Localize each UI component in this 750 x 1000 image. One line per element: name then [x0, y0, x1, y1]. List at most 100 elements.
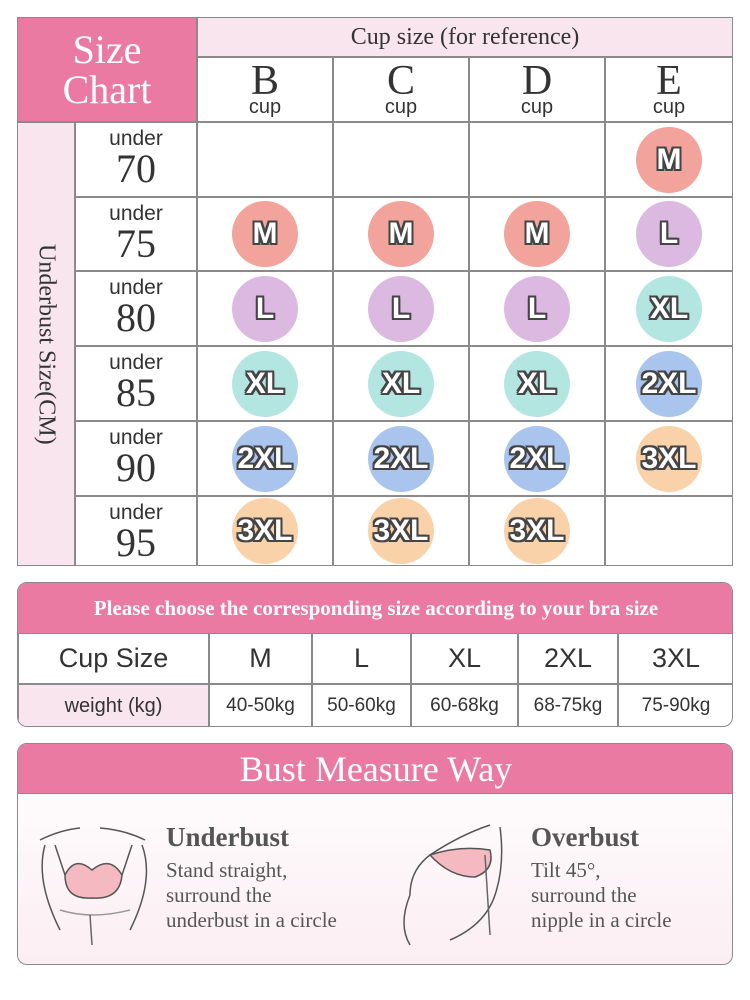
row-under: under — [109, 202, 163, 225]
size-cell — [469, 122, 605, 197]
row-under: under — [109, 426, 163, 449]
size-name: 2XL — [518, 633, 618, 684]
size-badge: XL — [636, 275, 702, 342]
size-cell — [197, 122, 333, 197]
size-cell: XL — [469, 346, 605, 421]
row-under: under — [109, 127, 163, 150]
row-value: 70 — [116, 146, 156, 191]
method-line: underbust in a circle — [166, 908, 337, 932]
size-badge: L — [504, 275, 570, 342]
size-cell: 3XL — [197, 496, 333, 566]
size-cell: 2XL — [605, 346, 733, 421]
size-name: 3XL — [618, 633, 732, 684]
method-line: Stand straight, — [166, 858, 288, 882]
size-badge: XL — [504, 350, 570, 417]
title-cell: Size Chart — [17, 17, 197, 122]
size-cell: L — [197, 271, 333, 346]
row-value: 90 — [116, 445, 156, 490]
size-cell — [605, 496, 733, 566]
row-under: under — [109, 276, 163, 299]
cup-letter: D — [521, 58, 553, 104]
underbust-text: Underbust Size(CM) — [33, 243, 60, 445]
measure-box: Bust Measure Way Underbust Stand straight,… — [17, 743, 733, 965]
size-badge: L — [368, 275, 434, 342]
row-label-cell: under 85 — [75, 346, 197, 421]
row-label-cell: under 90 — [75, 421, 197, 496]
size-cell: L — [333, 271, 469, 346]
size-badge: M — [636, 126, 702, 193]
cup-label: cup — [384, 96, 418, 118]
weight-header: weight (kg) — [18, 684, 209, 726]
size-badge: 3XL — [636, 425, 702, 492]
row-label-cell: under 80 — [75, 271, 197, 346]
size-cell: M — [333, 197, 469, 271]
size-badge: 3XL — [232, 498, 298, 564]
cup-label: cup — [520, 96, 554, 118]
size-badge: 3XL — [368, 498, 434, 564]
size-name: L — [312, 633, 411, 684]
row-label-cell: under 75 — [75, 197, 197, 271]
size-cell: XL — [333, 346, 469, 421]
weight-value: 75-90kg — [618, 684, 732, 726]
method-line: surround the — [531, 883, 637, 907]
size-badge: M — [368, 201, 434, 267]
size-cell: L — [469, 271, 605, 346]
cup-letter: E — [656, 58, 682, 104]
size-badge: L — [232, 275, 298, 342]
underbust-label: Underbust Size(CM) — [17, 122, 75, 566]
overbust-illustration — [403, 824, 503, 946]
size-badge: XL — [368, 350, 434, 417]
size-table: Please choose the corresponding size acc… — [17, 582, 733, 727]
size-cell: L — [605, 197, 733, 271]
size-cell: 2XL — [333, 421, 469, 496]
cup-letter: B — [250, 58, 279, 104]
size-cell: 3XL — [333, 496, 469, 566]
method-line: Tilt 45°, — [531, 858, 601, 882]
size-badge: 2XL — [636, 350, 702, 417]
size-cell: 2XL — [197, 421, 333, 496]
size-badge: 2XL — [232, 425, 298, 492]
underbust-illustration — [39, 827, 148, 946]
title-line: Chart — [62, 66, 152, 112]
size-table-title: Please choose the corresponding size acc… — [18, 583, 732, 633]
size-cell: XL — [197, 346, 333, 421]
size-cell: M — [197, 197, 333, 271]
size-cell: 3XL — [469, 496, 605, 566]
size-badge: 3XL — [504, 498, 570, 564]
size-cell — [333, 122, 469, 197]
method-title: Overbust — [531, 822, 639, 852]
method-line: nipple in a circle — [531, 908, 672, 932]
size-cell: M — [469, 197, 605, 271]
size-badge: M — [504, 201, 570, 267]
cup-header: Cup size (for reference) — [197, 17, 733, 57]
size-badge: 2XL — [368, 425, 434, 492]
row-under: under — [109, 501, 163, 524]
size-cell: 2XL — [469, 421, 605, 496]
size-badge: M — [232, 201, 298, 267]
weight-value: 68-75kg — [518, 684, 618, 726]
weight-value: 60-68kg — [411, 684, 518, 726]
method-title: Underbust — [166, 822, 290, 852]
row-label-cell: under 95 — [75, 496, 197, 566]
cup-letter: C — [386, 58, 415, 104]
size-name: XL — [411, 633, 518, 684]
size-cell: 3XL — [605, 421, 733, 496]
row-under: under — [109, 351, 163, 374]
cup-label: cup — [248, 96, 282, 118]
cup-size-header: Cup Size — [18, 633, 209, 684]
weight-value: 50-60kg — [312, 684, 411, 726]
size-badge: XL — [232, 350, 298, 417]
method-line: surround the — [166, 883, 272, 907]
row-value: 95 — [116, 520, 156, 565]
row-value: 75 — [116, 221, 156, 266]
size-cell: XL — [605, 271, 733, 346]
size-badge: L — [636, 201, 702, 267]
weight-value: 40-50kg — [209, 684, 312, 726]
title-line: Size — [72, 26, 142, 72]
row-label-cell: under 70 — [75, 122, 197, 197]
